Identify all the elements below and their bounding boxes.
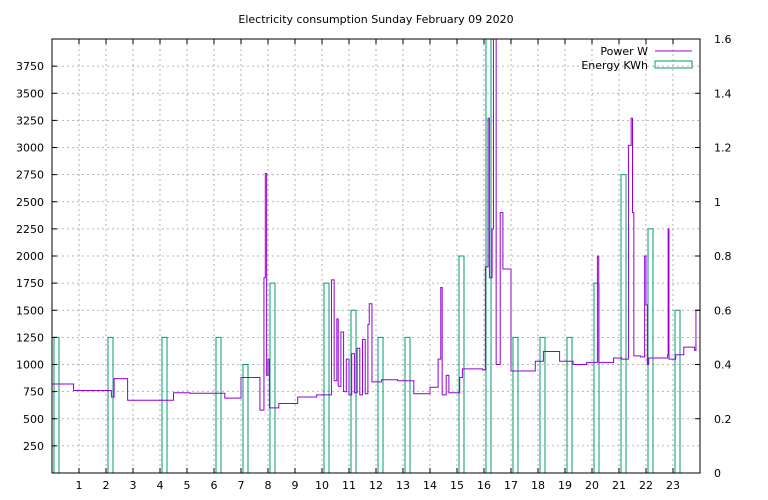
y-tick-label-left: 1250 [16, 331, 44, 344]
energy-bar [350, 309, 357, 473]
y-tick-label-right: 0.4 [714, 359, 732, 372]
y-tick-label-left: 2500 [16, 196, 44, 209]
energy-bar [593, 282, 600, 473]
y-tick-label-left: 3500 [16, 87, 44, 100]
x-tick-label: 20 [585, 479, 599, 492]
x-tick-label: 13 [396, 479, 410, 492]
y-tick-label-right: 1.6 [714, 33, 732, 46]
x-tick-label: 6 [211, 479, 218, 492]
energy-bar [458, 255, 465, 473]
y-tick-label-left: 250 [23, 440, 44, 453]
x-tick-label: 7 [238, 479, 245, 492]
y-tick-label-left: 2250 [16, 223, 44, 236]
x-tick-label: 12 [369, 479, 383, 492]
x-tick-label: 22 [639, 479, 653, 492]
x-tick-label: 15 [450, 479, 464, 492]
energy-bar [269, 282, 276, 473]
x-tick-label: 10 [315, 479, 329, 492]
x-tick-label: 5 [184, 479, 191, 492]
energy-bar [620, 174, 627, 473]
energy-bar [512, 336, 519, 473]
y-tick-label-right: 0 [714, 467, 721, 480]
grid [52, 39, 700, 473]
y-tick-label-left: 3250 [16, 114, 44, 127]
x-tick-label: 18 [531, 479, 545, 492]
x-tick-label: 8 [265, 479, 272, 492]
y-tick-label-left: 1000 [16, 359, 44, 372]
energy-bar [377, 336, 384, 473]
energy-bar [539, 336, 546, 473]
x-tick-label: 3 [130, 479, 137, 492]
x-tick-label: 19 [558, 479, 572, 492]
energy-bar [566, 336, 573, 473]
x-tick-label: 11 [342, 479, 356, 492]
y-tick-label-left: 3750 [16, 60, 44, 73]
x-tick-label: 23 [666, 479, 680, 492]
x-tick-label: 2 [103, 479, 110, 492]
y-tick-label-left: 750 [23, 386, 44, 399]
energy-bar [647, 228, 654, 473]
y-tick-label-right: 0.6 [714, 304, 732, 317]
y-tick-label-right: 0.8 [714, 250, 732, 263]
y-tick-label-left: 2750 [16, 169, 44, 182]
energy-series [53, 38, 681, 473]
x-tick-label: 14 [423, 479, 437, 492]
power-line [52, 38, 700, 411]
x-tick-label: 9 [292, 479, 299, 492]
energy-bar [323, 282, 330, 473]
legend-swatch-energy [654, 60, 693, 69]
legend-label-power: Power W [600, 45, 648, 58]
x-tick-label: 16 [477, 479, 491, 492]
energy-bar [404, 336, 411, 473]
x-tick-label: 1 [76, 479, 83, 492]
y-tick-label-left: 1500 [16, 304, 44, 317]
y-tick-label-left: 500 [23, 413, 44, 426]
x-tick-label: 17 [504, 479, 518, 492]
legend: Power W Energy KWh [581, 45, 693, 72]
y-tick-label-right: 1 [714, 196, 721, 209]
legend-label-energy: Energy KWh [581, 59, 648, 72]
energy-bar [242, 364, 249, 473]
chart-title: Electricity consumption Sunday February … [238, 13, 513, 26]
y-tick-label-left: 3000 [16, 142, 44, 155]
y-tick-label-left: 1750 [16, 277, 44, 290]
energy-bar [215, 336, 222, 473]
y-tick-label-right: 1.4 [714, 87, 732, 100]
y-tick-label-right: 0.2 [714, 413, 732, 426]
x-tick-label: 21 [612, 479, 626, 492]
energy-bar [53, 336, 60, 473]
energy-bar [107, 336, 114, 473]
energy-bar [161, 336, 168, 473]
axis-ticks: 1 2 3 4 5 6 7 8 9 10 11 12 13 14 15 16 17 18 19 20 21 22 23250… [16, 33, 732, 492]
y-tick-label-right: 1.2 [714, 142, 732, 155]
energy-bar [674, 309, 681, 473]
power-series [52, 38, 700, 411]
x-tick-label: 4 [157, 479, 164, 492]
y-tick-label-left: 2000 [16, 250, 44, 263]
